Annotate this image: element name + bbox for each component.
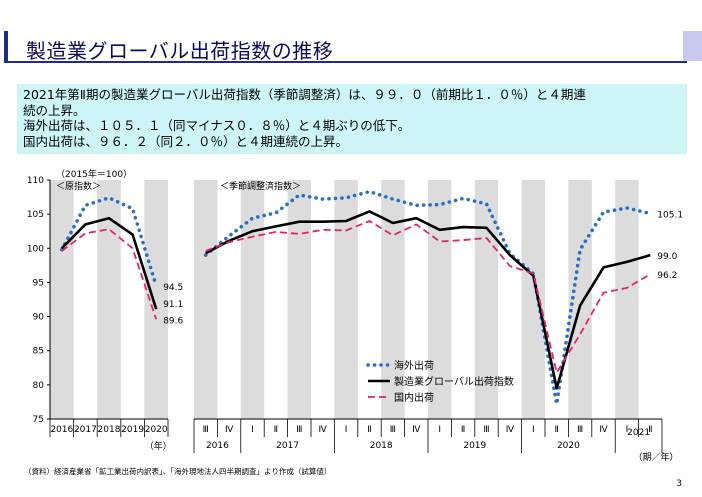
x-axis-unit-annual: （年） <box>145 440 172 452</box>
legend-label-domestic: 国内出荷 <box>394 391 434 404</box>
y-tick-label: 110 <box>27 176 44 186</box>
shade-band <box>240 180 265 419</box>
quarter-label: Ⅳ <box>506 425 515 435</box>
x-tick-label-year: 2016 <box>50 425 73 435</box>
x-tick-label-year: 2017 <box>74 425 97 435</box>
y-tick-label: 90 <box>33 313 45 323</box>
quarter-label: Ⅰ <box>251 425 254 435</box>
shade-band <box>50 180 74 419</box>
shade-band <box>97 180 121 419</box>
quarter-label: Ⅰ <box>345 425 348 435</box>
year-group-label: 2019 <box>463 441 486 451</box>
line-layer <box>59 189 653 406</box>
y-tick-label: 85 <box>33 347 44 357</box>
x-tick-label-year: 2020 <box>145 425 168 435</box>
legend-label-overseas: 海外出荷 <box>394 359 434 372</box>
quarter-label: Ⅲ <box>483 425 489 435</box>
summary-box: 2021年第Ⅱ期の製造業グローバル出荷指数（季節調整済）は、９９．０（前期比１．… <box>17 84 687 154</box>
y-tick-label: 95 <box>33 278 44 288</box>
quarter-label: Ⅲ <box>203 425 209 435</box>
quarter-label: Ⅰ <box>438 425 441 435</box>
end-value-label: 94.5 <box>163 283 183 293</box>
label-layer: （2015年＝100）＜原指数＞ ＜季節調整済指数＞ 94.5 91.1 89.6 105… <box>56 168 683 326</box>
shade-band <box>474 180 499 419</box>
end-value-label: 89.6 <box>163 316 183 326</box>
y-tick-label: 75 <box>33 415 44 425</box>
annual-panel-label: ＜原指数＞ <box>56 180 101 192</box>
summary-line: 続の上昇。 <box>23 102 86 118</box>
summary-line: 2021年第Ⅱ期の製造業グローバル出荷指数（季節調整済）は、９９．０（前期比１．… <box>23 87 586 102</box>
shade-band <box>568 180 592 419</box>
shade-band <box>287 180 311 419</box>
shade-band <box>334 180 358 419</box>
series-line-overseas-annual <box>59 195 158 288</box>
quarter-label: Ⅰ <box>532 425 535 435</box>
quarter-label: Ⅳ <box>412 425 421 435</box>
end-value-label: 99.0 <box>657 252 677 262</box>
x-tick-label-year: 2019 <box>121 425 144 435</box>
y-tick-label: 100 <box>27 244 44 254</box>
x-axis-unit-quarterly: （期／年） <box>633 451 678 463</box>
y-tick-label: 105 <box>27 210 44 220</box>
year-group-label: 2017 <box>276 441 299 451</box>
end-value-label: 105.1 <box>657 210 683 220</box>
legend-label-global: 製造業グローバル出荷指数 <box>394 375 514 388</box>
shade-band <box>521 180 545 419</box>
year-group-label: 2021 <box>627 428 650 438</box>
end-value-label: 96.2 <box>657 271 677 281</box>
series-line-domestic-quarterly <box>205 220 651 374</box>
quarter-label: Ⅱ <box>274 425 278 435</box>
shade-band <box>615 180 639 419</box>
shade-band <box>428 180 452 419</box>
quarter-label: Ⅱ <box>648 425 652 435</box>
quarter-label: Ⅲ <box>390 425 396 435</box>
quarter-label: Ⅲ <box>296 425 302 435</box>
summary-line: 国内出荷は、９６．２（同２．０％）と４期連続の上昇。 <box>23 133 349 149</box>
page-title: 製造業グローバル出荷指数の推移 <box>26 39 334 63</box>
quarter-label: Ⅱ <box>554 425 558 435</box>
quarter-label: Ⅳ <box>599 425 608 435</box>
source-footnote: （資料）経済産業省「鉱工業出荷内訳表」、「海外現地法人四半期調査」より作成（試算… <box>24 467 332 476</box>
year-group-label: 2016 <box>206 441 229 451</box>
shade-band <box>194 180 218 419</box>
quarterly-panel-label: ＜季節調整済指数＞ <box>220 180 301 192</box>
end-value-label: 91.1 <box>163 300 183 310</box>
shade-layer <box>50 180 639 419</box>
page-number: 3 <box>676 479 682 489</box>
quarter-label: Ⅳ <box>225 425 234 435</box>
y-tick-label: 80 <box>33 381 45 391</box>
x-tick-label-year: 2018 <box>98 425 121 435</box>
quarter-label: Ⅲ <box>577 425 583 435</box>
year-group-label: 2018 <box>370 441 393 451</box>
quarter-label: Ⅰ <box>626 425 629 435</box>
year-group-label: 2020 <box>557 441 580 451</box>
quarter-label: Ⅳ <box>319 425 328 435</box>
quarter-label: Ⅱ <box>461 425 465 435</box>
series-line-global-annual <box>60 216 158 310</box>
title-bar: 製造業グローバル出荷指数の推移 <box>4 31 702 63</box>
series-line-global-quarterly <box>205 210 651 390</box>
shade-band <box>144 180 168 419</box>
summary-line: 海外出荷は、１０５．１（同マイナス０．８％）と４期ぶりの低下。 <box>23 118 411 133</box>
base-year-label: （2015年＝100） <box>56 168 132 180</box>
quarter-label: Ⅱ <box>367 425 371 435</box>
shade-band <box>381 180 405 419</box>
